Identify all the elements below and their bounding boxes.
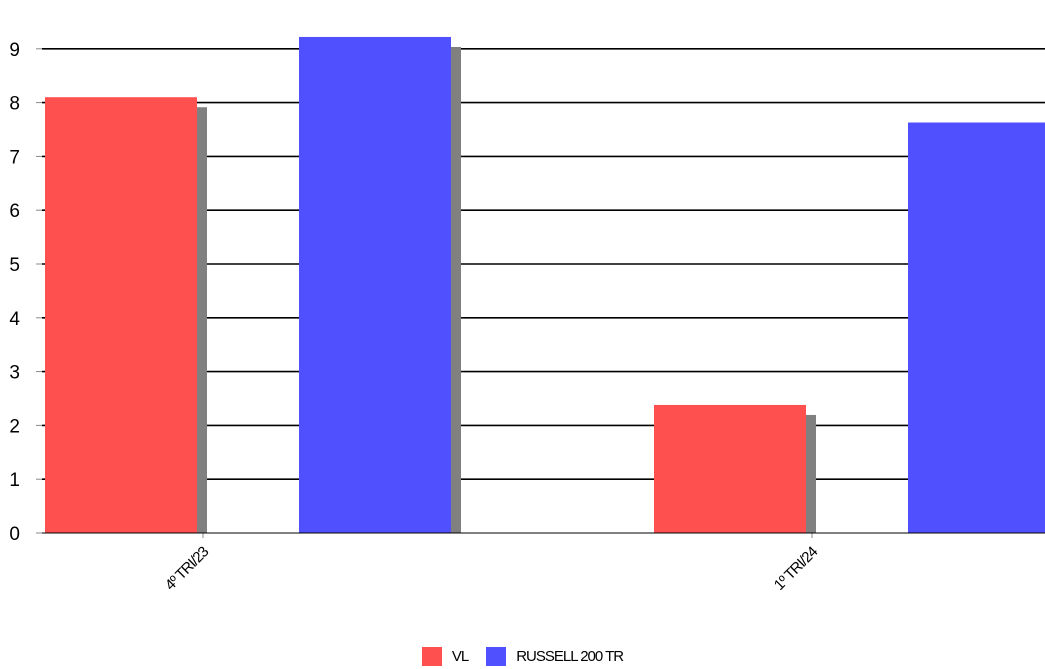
- gridlines: [42, 47, 1045, 481]
- bar-shadow: [196, 107, 207, 533]
- bar-shadow: [450, 46, 461, 534]
- y-tick-label: 8: [9, 94, 20, 115]
- y-axis-ticks: 0 1 2 3 4 5 6 7 8 9: [9, 40, 42, 545]
- x-tick-label: 1º TRI/24: [771, 543, 821, 593]
- y-tick-label: 3: [9, 363, 20, 384]
- legend-item-vl: VL: [421, 646, 469, 666]
- legend-label-russell: RUSSELL 200 TR: [516, 647, 624, 665]
- legend-swatch-russell: [486, 646, 507, 666]
- y-tick-label: 5: [9, 255, 20, 276]
- y-tick-label: 2: [9, 416, 20, 437]
- legend-item-russell: RUSSELL 200 TR: [486, 646, 624, 666]
- bar-vl-1: [45, 97, 197, 533]
- y-tick-label: 4: [9, 309, 20, 330]
- x-tick-label: 4º TRI/23: [162, 543, 212, 593]
- legend-label-vl: VL: [451, 647, 469, 665]
- y-tick-label: 1: [9, 470, 20, 491]
- bars: [45, 36, 1045, 534]
- bar-vl-2: [654, 404, 806, 533]
- bar-russell-1: [299, 36, 451, 534]
- y-tick-label: 0: [9, 524, 20, 545]
- y-tick-label: 6: [9, 201, 20, 222]
- x-axis-ticks: 4º TRI/23 1º TRI/24: [162, 533, 821, 594]
- bar-chart: 0 1 2 3 4 5 6 7 8 9 4º TRI/23 1º TRI/24: [9, 36, 1045, 594]
- bar-shadow: [805, 414, 816, 533]
- legend: VL RUSSELL 200 TR: [0, 645, 1045, 667]
- y-tick-label: 7: [9, 147, 20, 168]
- bar-russell-2: [908, 122, 1045, 534]
- legend-swatch-vl: [421, 646, 442, 666]
- y-tick-label: 9: [9, 40, 20, 61]
